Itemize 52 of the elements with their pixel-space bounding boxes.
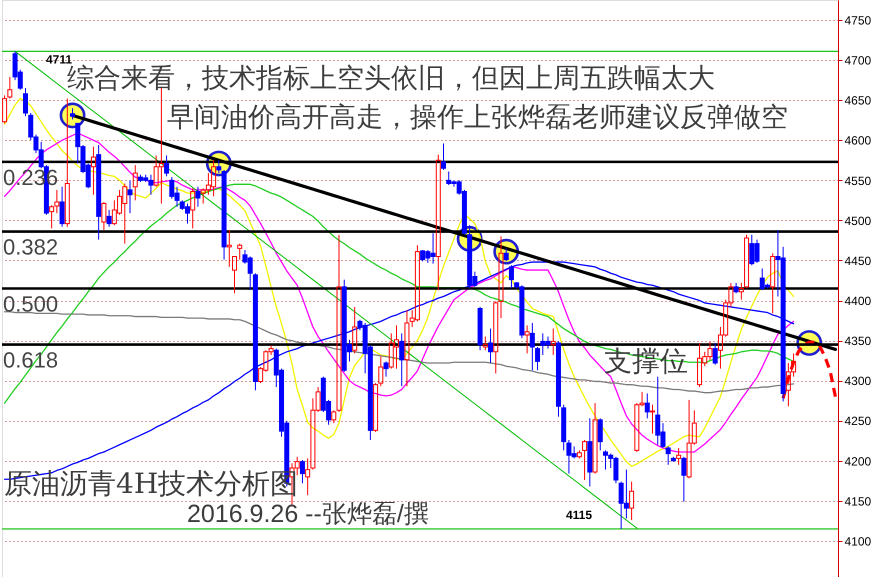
y-tick-label: 4100 — [844, 534, 872, 548]
candlestick — [54, 189, 60, 214]
y-tick-label: 4700 — [844, 54, 872, 68]
annotation: 4115 — [566, 508, 592, 522]
candlestick — [352, 306, 358, 354]
candlestick — [676, 447, 682, 466]
y-tick-label: 4750 — [844, 14, 872, 28]
candlestick — [49, 204, 54, 229]
candlestick — [64, 98, 70, 228]
candlestick — [226, 230, 232, 268]
y-tick-label: 4300 — [844, 374, 872, 388]
candlestick — [106, 209, 112, 228]
y-tick-label: 4250 — [844, 414, 872, 428]
y-tick-label: 4150 — [844, 494, 872, 508]
annotation: 0.382 — [3, 234, 58, 260]
candlestick — [404, 310, 410, 387]
annotation: 0.500 — [3, 292, 58, 316]
candlestick — [488, 328, 494, 364]
y-tick-label: 4400 — [844, 294, 872, 308]
text: 2016.9.26 --张烨磊/撰 — [187, 500, 429, 528]
candlestick — [650, 404, 656, 434]
candlestick — [96, 144, 102, 240]
y-tick-label: 4600 — [844, 134, 872, 148]
y-tick-label: 4200 — [844, 454, 872, 468]
candlestick — [436, 154, 441, 291]
candlestick — [530, 322, 535, 371]
candlestick — [770, 252, 776, 314]
candlestick — [399, 332, 404, 387]
candlestick — [164, 154, 170, 177]
y-tick-label: 4350 — [844, 334, 872, 348]
candlestick — [629, 481, 634, 521]
candlestick — [60, 186, 65, 228]
y-tick-label: 4500 — [844, 214, 872, 228]
annotation: 早间油价高开高走，操作上张烨磊老师建议反弹做空 — [167, 102, 788, 133]
y-tick-label: 4450 — [844, 254, 872, 268]
candlestick — [195, 186, 200, 208]
candlestick — [561, 404, 566, 451]
candlestick — [738, 282, 744, 300]
candlestick — [132, 164, 138, 201]
line-series — [4, 311, 794, 394]
candlestick — [498, 236, 504, 319]
candlestick — [524, 324, 530, 354]
candlestick — [644, 392, 650, 419]
candlestick — [305, 458, 310, 496]
candlestick — [550, 328, 556, 356]
y-tick-label: 4550 — [844, 174, 872, 188]
y-tick-label: 4650 — [844, 94, 872, 108]
candlestick — [70, 108, 76, 120]
candlestick — [90, 146, 96, 196]
candlestick — [378, 356, 384, 387]
candlestick — [587, 418, 592, 487]
candlestick — [128, 180, 133, 214]
